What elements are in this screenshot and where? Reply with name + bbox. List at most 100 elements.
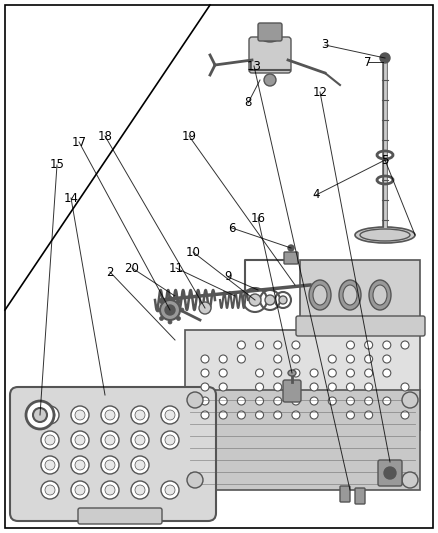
Ellipse shape bbox=[373, 285, 387, 305]
Circle shape bbox=[401, 341, 409, 349]
Circle shape bbox=[237, 369, 245, 377]
Circle shape bbox=[292, 411, 300, 419]
Circle shape bbox=[105, 410, 115, 420]
Circle shape bbox=[135, 410, 145, 420]
Circle shape bbox=[292, 355, 300, 363]
Text: 4: 4 bbox=[312, 189, 320, 201]
Circle shape bbox=[45, 460, 55, 470]
Text: 11: 11 bbox=[169, 262, 184, 274]
Circle shape bbox=[328, 369, 336, 377]
Circle shape bbox=[346, 355, 354, 363]
Circle shape bbox=[71, 456, 89, 474]
Circle shape bbox=[177, 317, 180, 320]
Circle shape bbox=[45, 410, 55, 420]
Ellipse shape bbox=[313, 285, 327, 305]
Circle shape bbox=[328, 341, 336, 349]
FancyBboxPatch shape bbox=[283, 380, 301, 402]
Circle shape bbox=[156, 308, 160, 312]
FancyBboxPatch shape bbox=[355, 488, 365, 504]
Text: 3: 3 bbox=[321, 38, 328, 52]
Ellipse shape bbox=[309, 280, 331, 310]
Circle shape bbox=[41, 406, 59, 424]
Circle shape bbox=[264, 74, 276, 86]
Text: 12: 12 bbox=[312, 85, 328, 99]
Circle shape bbox=[310, 369, 318, 377]
FancyBboxPatch shape bbox=[378, 460, 402, 486]
Ellipse shape bbox=[339, 280, 361, 310]
Circle shape bbox=[310, 397, 318, 405]
Circle shape bbox=[310, 341, 318, 349]
Circle shape bbox=[101, 406, 119, 424]
Circle shape bbox=[279, 296, 287, 304]
Circle shape bbox=[131, 481, 149, 499]
Circle shape bbox=[165, 305, 175, 315]
Circle shape bbox=[201, 341, 209, 349]
Circle shape bbox=[101, 481, 119, 499]
Circle shape bbox=[187, 392, 203, 408]
Circle shape bbox=[71, 481, 89, 499]
Circle shape bbox=[135, 460, 145, 470]
Circle shape bbox=[131, 456, 149, 474]
Circle shape bbox=[168, 296, 172, 300]
Circle shape bbox=[365, 383, 373, 391]
Circle shape bbox=[402, 472, 418, 488]
Circle shape bbox=[383, 411, 391, 419]
Circle shape bbox=[383, 355, 391, 363]
Circle shape bbox=[201, 369, 209, 377]
Circle shape bbox=[131, 406, 149, 424]
Circle shape bbox=[265, 295, 275, 305]
FancyBboxPatch shape bbox=[10, 387, 216, 521]
Circle shape bbox=[135, 435, 145, 445]
Circle shape bbox=[292, 341, 300, 349]
Circle shape bbox=[401, 411, 409, 419]
Circle shape bbox=[402, 392, 418, 408]
Text: 6: 6 bbox=[228, 222, 236, 235]
Circle shape bbox=[45, 485, 55, 495]
Ellipse shape bbox=[343, 285, 357, 305]
Ellipse shape bbox=[288, 370, 296, 376]
FancyBboxPatch shape bbox=[296, 316, 425, 336]
Circle shape bbox=[255, 411, 264, 419]
Circle shape bbox=[365, 355, 373, 363]
Circle shape bbox=[161, 431, 179, 449]
Circle shape bbox=[41, 481, 59, 499]
Text: 15: 15 bbox=[49, 158, 64, 172]
Ellipse shape bbox=[261, 32, 279, 42]
Circle shape bbox=[199, 302, 211, 314]
Circle shape bbox=[365, 369, 373, 377]
Circle shape bbox=[219, 411, 227, 419]
Circle shape bbox=[401, 397, 409, 405]
Circle shape bbox=[187, 472, 203, 488]
Circle shape bbox=[274, 383, 282, 391]
Circle shape bbox=[71, 431, 89, 449]
Text: 18: 18 bbox=[98, 130, 113, 142]
FancyBboxPatch shape bbox=[249, 37, 291, 73]
Circle shape bbox=[346, 411, 354, 419]
Circle shape bbox=[346, 383, 354, 391]
Circle shape bbox=[165, 410, 175, 420]
Circle shape bbox=[201, 383, 209, 391]
Ellipse shape bbox=[355, 227, 415, 243]
Circle shape bbox=[180, 308, 184, 312]
Circle shape bbox=[346, 369, 354, 377]
Circle shape bbox=[161, 481, 179, 499]
Text: 14: 14 bbox=[64, 191, 78, 205]
Circle shape bbox=[165, 485, 175, 495]
Circle shape bbox=[105, 485, 115, 495]
Text: 13: 13 bbox=[247, 60, 261, 72]
Circle shape bbox=[383, 383, 391, 391]
Circle shape bbox=[255, 355, 264, 363]
Circle shape bbox=[237, 341, 245, 349]
Circle shape bbox=[168, 320, 172, 324]
Circle shape bbox=[165, 435, 175, 445]
Polygon shape bbox=[300, 260, 420, 330]
Circle shape bbox=[41, 456, 59, 474]
FancyBboxPatch shape bbox=[258, 23, 282, 41]
Circle shape bbox=[274, 341, 282, 349]
Circle shape bbox=[71, 406, 89, 424]
Circle shape bbox=[201, 397, 209, 405]
Text: 17: 17 bbox=[71, 135, 86, 149]
Circle shape bbox=[159, 317, 163, 320]
Circle shape bbox=[292, 397, 300, 405]
Circle shape bbox=[328, 397, 336, 405]
